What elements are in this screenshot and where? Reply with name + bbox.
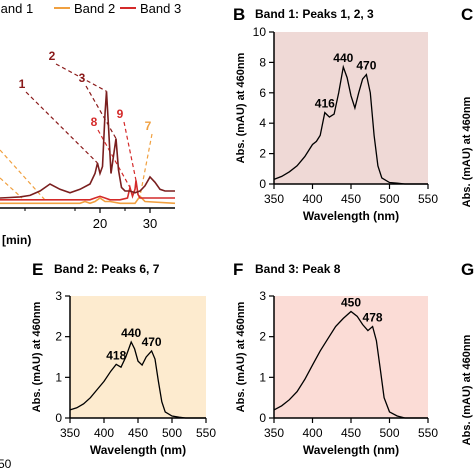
peak-annotation-470: 470 (142, 335, 162, 349)
y-tick-label: 0 (259, 177, 266, 191)
edge-tick-label: 50 (0, 457, 12, 471)
peak-annotation-470: 470 (356, 59, 376, 73)
x-tick-label: 30 (143, 216, 157, 231)
peak-label-7: 7 (145, 119, 152, 133)
y-tick-label: 10 (253, 25, 267, 39)
peak-annotation-418: 418 (106, 348, 126, 362)
x-axis-label: [min) (2, 233, 31, 247)
y-tick-label: 1 (259, 370, 266, 384)
x-axis-label: Wavelength (nm) (303, 209, 399, 223)
peak-guide-3 (85, 85, 117, 139)
y-tick-label: 3 (55, 289, 62, 303)
peak-annotation-478: 478 (363, 311, 383, 325)
y-tick-label: 4 (259, 116, 266, 130)
x-tick-label: 350 (264, 192, 284, 206)
peak-annotation-440: 440 (121, 326, 141, 340)
y-axis-label: Abs. (mAU) at 460nm (235, 52, 247, 163)
peak-annotation-440: 440 (333, 51, 353, 65)
y-tick-label: 1 (55, 370, 62, 384)
legend-label-band1: Band 1 (0, 1, 33, 16)
panel-letter-c: C (461, 5, 473, 24)
x-tick-label: 500 (379, 426, 399, 440)
legend: Band 1 Band 2 Band 3 (0, 1, 181, 16)
edge-c-ylabel: Abs. (mAU) at 460nm (461, 96, 473, 207)
x-tick-label: 20 (93, 216, 107, 231)
edge-panel-c: C Abs. (mAU) at 460nm (461, 5, 473, 207)
x-tick-label: 500 (379, 192, 399, 206)
y-tick-label: 2 (259, 147, 266, 161)
peak-label-1: 1 (19, 77, 26, 91)
panel-letter-g: G (461, 260, 474, 279)
x-axis-label: Wavelength (nm) (90, 443, 186, 457)
spectrum-line (69, 340, 206, 419)
y-tick-label: 2 (259, 330, 266, 344)
panel-letter: E (32, 260, 43, 279)
x-axis-ticks: 20 30 (24, 208, 157, 231)
legend-label-band3: Band 3 (140, 1, 181, 16)
x-tick-label: 400 (94, 426, 114, 440)
y-tick-label: 8 (259, 55, 266, 69)
y-tick-label: 3 (259, 289, 266, 303)
spectrum-line (273, 64, 428, 185)
x-tick-label: 550 (196, 426, 216, 440)
panel-title: Band 2: Peaks 6, 7 (54, 262, 160, 276)
peak-label-9: 9 (117, 107, 124, 121)
x-tick-label: 450 (341, 192, 361, 206)
y-axis-label: Abs. (mAU) at 460nm (235, 301, 247, 412)
peak-label-2: 2 (49, 49, 56, 63)
y-tick-label: 2 (55, 330, 62, 344)
x-tick-label: 550 (418, 426, 438, 440)
plot-background (274, 32, 428, 184)
panel-title: Band 1: Peaks 1, 2, 3 (255, 7, 374, 21)
y-axis-label: Abs. (mAU) at 460nm (31, 301, 43, 412)
peak-guide-1 (25, 91, 98, 164)
panel-letter: B (233, 5, 245, 24)
peak-label-3: 3 (79, 71, 86, 85)
band2-guide-b (0, 177, 23, 199)
x-tick-label: 500 (162, 426, 182, 440)
peak-annotation-450: 450 (341, 295, 361, 309)
chromatogram-line-1 (0, 91, 175, 199)
peak-guide-2 (55, 63, 107, 92)
panel-title: Band 3: Peak 8 (255, 262, 341, 276)
x-tick-label: 400 (302, 426, 322, 440)
x-axis-label: Wavelength (nm) (303, 443, 399, 457)
chromatogram-series (0, 91, 176, 205)
plot-background (274, 296, 428, 418)
edge-panel-g: G Abs. (mAU) at 460nm (461, 260, 474, 445)
edge-g-ylabel: Abs. (mAU) at 460nm (461, 334, 473, 445)
peak-label-8: 8 (91, 115, 98, 129)
peak-annotation-416: 416 (315, 97, 335, 111)
x-tick-label: 400 (302, 192, 322, 206)
chromatogram-line-3 (0, 180, 175, 201)
y-tick-label: 0 (55, 411, 62, 425)
x-tick-label: 550 (418, 192, 438, 206)
peak-guide-9 (123, 121, 137, 181)
legend-label-band2: Band 2 (74, 1, 115, 16)
peak-label-lines: 1 2 3 8 9 7 (0, 49, 153, 201)
spectrum-panel-f: F Band 3: Peak 8 350 400 450 500 550 0 1 2 3 Wavele… (233, 260, 438, 457)
panel-letter: F (233, 260, 243, 279)
x-tick-label: 450 (341, 426, 361, 440)
plot-background (70, 296, 206, 418)
x-tick-label: 350 (264, 426, 284, 440)
x-tick-label: 350 (60, 426, 80, 440)
y-tick-label: 6 (259, 86, 266, 100)
spectrum-panel-e: E Band 2: Peaks 6, 7 350 400 450 500 550 0 1 2 3 Wa… (31, 260, 216, 457)
y-tick-label: 0 (259, 411, 266, 425)
spectrum-panel-b: B Band 1: Peaks 1, 2, 3 350 400 450 500 550 0 2 4… (233, 5, 438, 223)
spectrum-line (273, 310, 428, 419)
peak-guide-7 (139, 133, 153, 197)
x-tick-label: 450 (128, 426, 148, 440)
